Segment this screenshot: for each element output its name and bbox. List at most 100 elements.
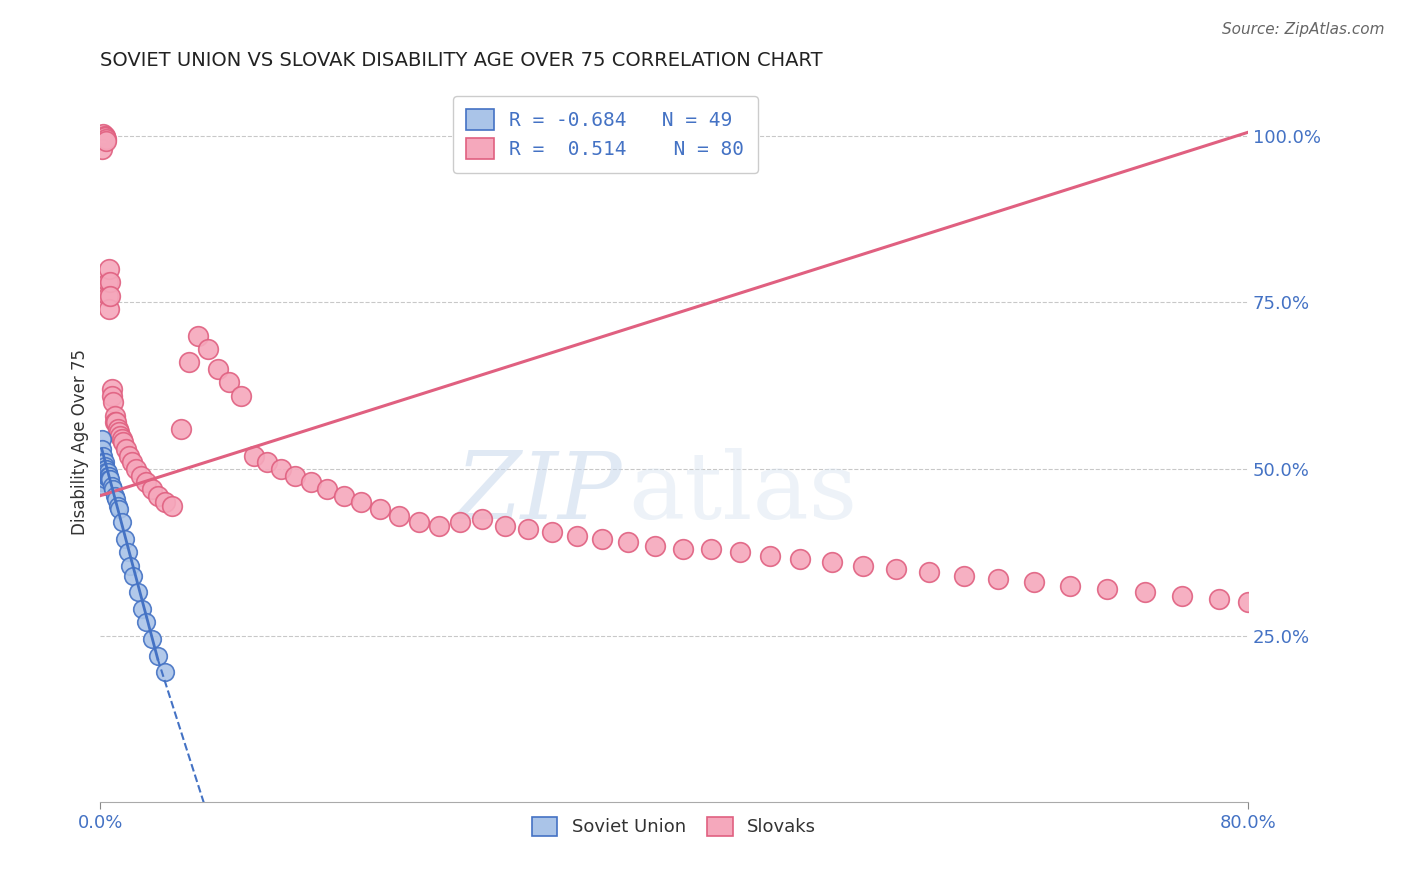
Point xyxy=(987,572,1010,586)
Point xyxy=(90,455,112,469)
Point xyxy=(94,462,117,476)
Point xyxy=(108,502,131,516)
Point xyxy=(111,432,134,446)
Point xyxy=(197,342,219,356)
Point xyxy=(316,482,339,496)
Point xyxy=(93,465,115,479)
Point xyxy=(96,276,118,290)
Point xyxy=(91,462,114,476)
Point xyxy=(852,558,875,573)
Point xyxy=(93,462,115,476)
Point xyxy=(135,475,157,490)
Point xyxy=(97,472,120,486)
Point xyxy=(218,376,240,390)
Point xyxy=(256,455,278,469)
Point xyxy=(700,541,723,556)
Point xyxy=(1171,589,1194,603)
Point xyxy=(91,449,114,463)
Point xyxy=(135,615,157,630)
Point xyxy=(115,442,138,456)
Point xyxy=(953,568,976,582)
Point xyxy=(207,362,229,376)
Point xyxy=(153,665,176,680)
Point xyxy=(90,458,112,473)
Point xyxy=(110,428,132,442)
Point xyxy=(90,468,112,483)
Point xyxy=(93,468,115,483)
Point xyxy=(91,128,114,142)
Point xyxy=(101,389,124,403)
Point xyxy=(1097,582,1119,596)
Point xyxy=(90,475,112,490)
Point xyxy=(494,518,516,533)
Point xyxy=(672,541,695,556)
Point xyxy=(127,585,149,599)
Point xyxy=(146,489,169,503)
Point xyxy=(90,452,112,467)
Point xyxy=(131,602,153,616)
Point xyxy=(91,478,114,492)
Point xyxy=(117,545,139,559)
Point xyxy=(886,562,908,576)
Point xyxy=(121,455,143,469)
Point xyxy=(153,495,176,509)
Point xyxy=(368,502,391,516)
Point xyxy=(388,508,411,523)
Point xyxy=(91,475,114,490)
Point xyxy=(1059,579,1081,593)
Point xyxy=(104,415,127,429)
Point xyxy=(427,518,450,533)
Point xyxy=(100,288,122,302)
Point xyxy=(125,462,148,476)
Point xyxy=(112,435,135,450)
Point xyxy=(759,549,782,563)
Point xyxy=(1237,595,1260,609)
Point xyxy=(118,449,141,463)
Point xyxy=(93,130,115,145)
Text: Source: ZipAtlas.com: Source: ZipAtlas.com xyxy=(1222,22,1385,37)
Point xyxy=(728,545,751,559)
Point xyxy=(617,535,640,549)
Point xyxy=(91,465,114,479)
Point xyxy=(146,648,169,663)
Point xyxy=(821,555,844,569)
Point xyxy=(408,516,430,530)
Point xyxy=(94,465,117,479)
Point xyxy=(187,328,209,343)
Point xyxy=(918,566,941,580)
Point xyxy=(516,522,538,536)
Point xyxy=(100,276,122,290)
Point xyxy=(103,395,125,409)
Point xyxy=(565,528,588,542)
Point xyxy=(103,482,125,496)
Point xyxy=(229,389,252,403)
Point xyxy=(96,468,118,483)
Point xyxy=(1208,591,1230,606)
Point xyxy=(104,489,127,503)
Text: atlas: atlas xyxy=(628,448,858,538)
Point xyxy=(270,462,292,476)
Point xyxy=(449,516,471,530)
Point xyxy=(284,468,307,483)
Point xyxy=(299,475,322,490)
Point xyxy=(141,482,163,496)
Point xyxy=(96,288,118,302)
Y-axis label: Disability Age Over 75: Disability Age Over 75 xyxy=(72,350,89,535)
Point xyxy=(1024,575,1046,590)
Point xyxy=(93,455,115,469)
Point xyxy=(107,422,129,436)
Point xyxy=(471,512,494,526)
Point xyxy=(160,499,183,513)
Point xyxy=(591,532,613,546)
Point xyxy=(90,442,112,456)
Point xyxy=(122,568,145,582)
Point xyxy=(93,472,115,486)
Point xyxy=(1133,585,1156,599)
Point xyxy=(541,525,564,540)
Point xyxy=(94,134,117,148)
Point xyxy=(105,491,128,506)
Point xyxy=(789,552,811,566)
Point xyxy=(97,262,120,277)
Point xyxy=(101,382,124,396)
Point xyxy=(243,449,266,463)
